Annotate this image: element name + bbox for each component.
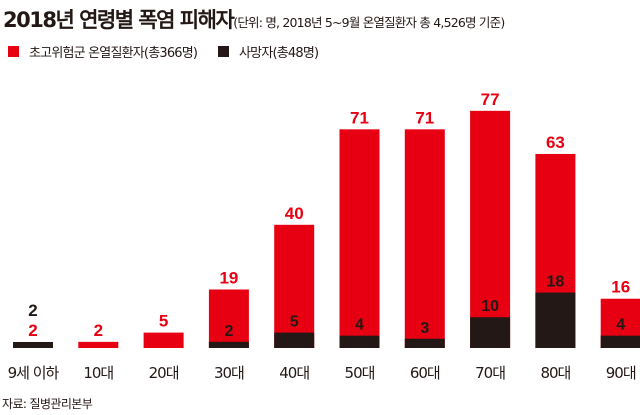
data-label-deaths: 10	[481, 298, 499, 315]
x-tick-label: 70대	[475, 364, 505, 382]
data-label-patients: 77	[481, 90, 500, 109]
x-tick-label: 60대	[410, 364, 440, 382]
data-label-deaths: 3	[420, 320, 429, 337]
data-label-patients: 5	[159, 312, 168, 331]
data-label-deaths: 2	[224, 323, 233, 340]
x-tick-label: 20대	[149, 364, 179, 382]
data-label-patients: 63	[546, 133, 565, 152]
source-note: 자료: 질병관리본부	[2, 397, 93, 411]
data-label-deaths: 5	[290, 314, 299, 331]
legend-label-patients: 초고위험군 온열질환자(총366명)	[29, 46, 198, 61]
bar-deaths	[339, 335, 380, 348]
data-label-patients: 71	[415, 108, 434, 127]
legend-swatch-red	[8, 46, 19, 57]
bar-patients	[404, 129, 445, 348]
bar-deaths	[600, 335, 640, 348]
bar-patients	[274, 224, 315, 348]
chart-subtitle: (단위: 명, 2018년 5~9월 온열질환자 총 4,526명 기준)	[233, 15, 505, 30]
bar-patients	[143, 332, 184, 348]
data-label-patients: 19	[219, 268, 238, 287]
chart-title-block: 2018년 연령별 폭염 피해자(단위: 명, 2018년 5~9월 온열질환자…	[3, 4, 505, 34]
x-tick-label: 50대	[345, 364, 375, 382]
x-tick-label: 80대	[540, 364, 570, 382]
bar-patients	[339, 129, 380, 348]
bar-deaths	[208, 341, 249, 348]
data-label-patients: 2	[28, 321, 37, 340]
data-label-deaths: 2	[28, 301, 37, 320]
bar-deaths	[274, 332, 315, 348]
x-tick-label: 30대	[214, 364, 244, 382]
data-label-patients: 16	[611, 278, 630, 297]
data-label-patients: 2	[94, 321, 103, 340]
legend-label-deaths: 사망자(총48명)	[239, 46, 319, 61]
data-label-deaths: 18	[547, 274, 565, 291]
data-label-deaths: 4	[355, 317, 364, 334]
x-tick-label: 9세 이하	[8, 364, 60, 382]
x-tick-label: 90대	[606, 364, 636, 382]
data-label-patients: 71	[350, 108, 369, 127]
chart-title: 2018년 연령별 폭염 피해자	[3, 8, 235, 32]
bar-patients	[78, 341, 119, 348]
legend-item-deaths: 사망자(총48명)	[218, 42, 319, 61]
bar-deaths	[404, 338, 445, 348]
x-tick-label: 40대	[279, 364, 309, 382]
bar-patients	[470, 110, 511, 348]
legend-swatch-black	[218, 46, 229, 57]
bar-deaths	[13, 342, 53, 348]
bar-patients	[208, 289, 249, 348]
data-label-deaths: 4	[616, 317, 625, 334]
bar-deaths	[470, 317, 511, 348]
data-label-patients: 40	[285, 204, 304, 223]
bar-deaths	[535, 292, 576, 348]
x-tick-label: 10대	[83, 364, 113, 382]
legend-item-patients: 초고위험군 온열질환자(총366명)	[8, 42, 198, 61]
